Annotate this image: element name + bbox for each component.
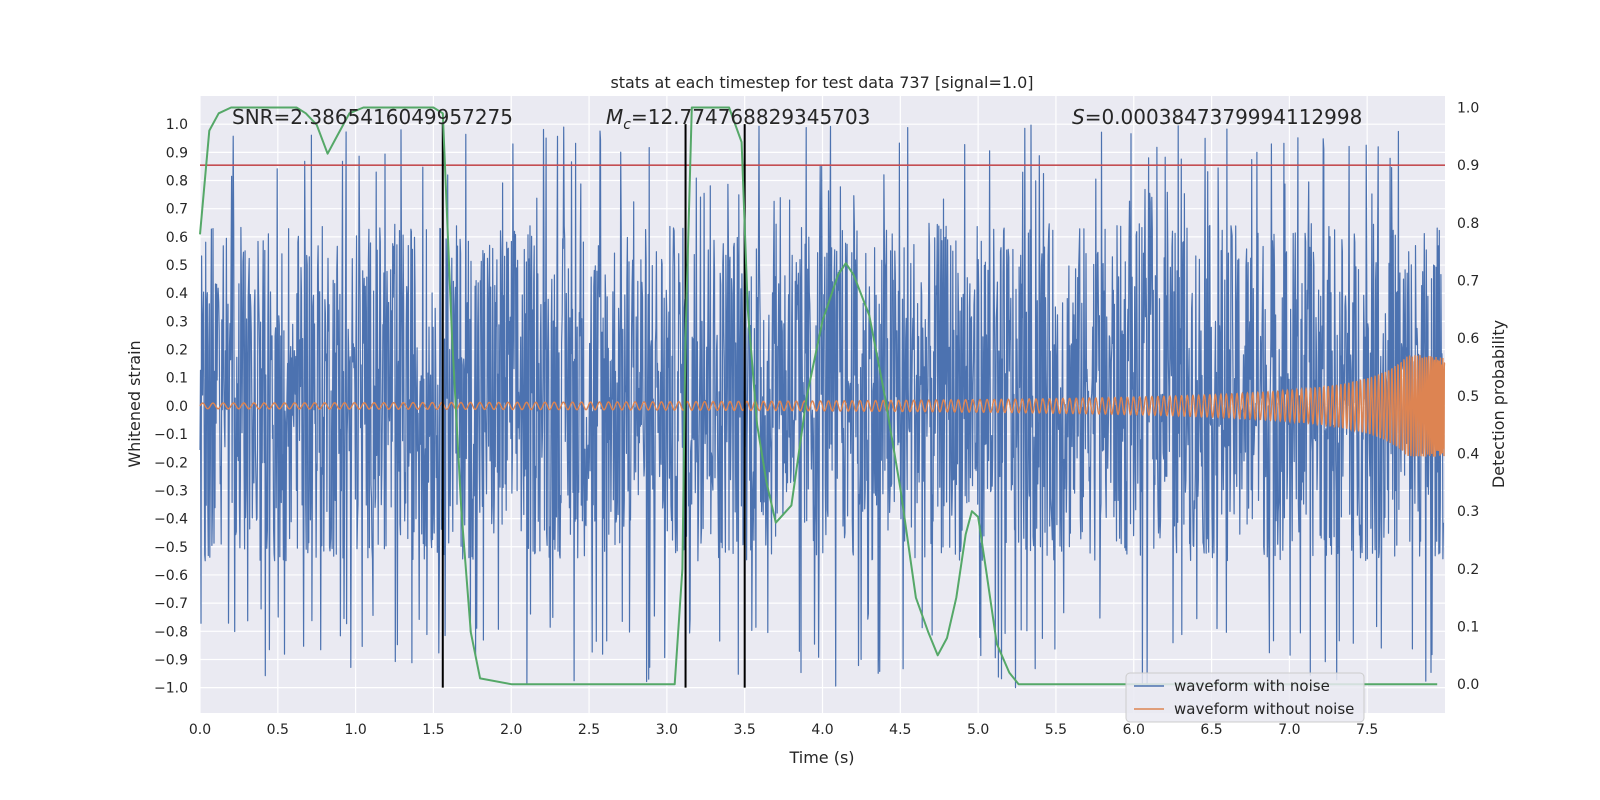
x-tick-label: 1.0 (344, 722, 366, 738)
s-annotation: S=0.0003847379994112998 (1072, 105, 1362, 129)
noise-waveform-line (199, 124, 1444, 689)
y-tick-label: −0.8 (154, 624, 188, 640)
legend-box (1125, 672, 1365, 723)
snr-annotation: SNR=2.3865416049957275 (232, 105, 513, 129)
x-tick-label: 0.0 (189, 722, 211, 738)
y2-tick-label: 1.0 (1457, 101, 1479, 117)
s-value: =0.0003847379994112998 (1085, 105, 1363, 129)
legend-label-noise: waveform with noise (1174, 677, 1330, 695)
chart-title: stats at each timestep for test data 737… (610, 73, 1033, 92)
y-tick-label: −0.6 (154, 568, 188, 584)
y2-tick-label: 0.8 (1457, 216, 1479, 232)
chirp-mass-value: =12.774768829345703 (631, 105, 870, 129)
waveform-with-noise (199, 124, 1444, 689)
y2-tick-label: 0.2 (1457, 562, 1479, 578)
tick-labels: 0.0 0.5 1.0 1.5 2.0 2.5 3.0 3.5 4.0 4.5 5.0 5.5 6.0 6… (154, 101, 1479, 738)
x-tick-label: 5.5 (1045, 722, 1067, 738)
x-tick-label: 5.0 (967, 722, 989, 738)
y2-tick-label: 0.3 (1457, 504, 1479, 520)
chirp-mass-symbol: M (606, 105, 623, 129)
x-tick-label: 4.0 (811, 722, 833, 738)
y-tick-label: 0.4 (166, 286, 188, 302)
x-tick-label: 2.0 (500, 722, 522, 738)
y-tick-label: 0.5 (166, 258, 188, 274)
x-tick-label: 6.5 (1200, 722, 1222, 738)
overlay (199, 106, 1445, 688)
y-tick-label: 0.8 (166, 174, 188, 190)
x-tick-label: 3.5 (734, 722, 756, 738)
y-tick-label: 0.2 (166, 343, 188, 359)
x-tick-label: 0.5 (267, 722, 289, 738)
y-tick-label: −1.0 (154, 681, 188, 697)
y-tick-label: 0.3 (166, 314, 188, 330)
x-axis-label: Time (s) (788, 748, 854, 767)
y-tick-label: −0.9 (154, 652, 188, 668)
x-tick-label: 7.5 (1356, 722, 1378, 738)
y2-tick-label: 0.9 (1457, 158, 1479, 174)
y-tick-label: 1.0 (166, 117, 188, 133)
y-tick-label: −0.1 (154, 427, 188, 443)
x-tick-label: 7.0 (1278, 722, 1300, 738)
detection-probability-line (199, 106, 1438, 686)
y-tick-label: −0.5 (154, 540, 188, 556)
y-tick-label: −0.2 (154, 455, 188, 471)
y-tick-label: 0.6 (166, 230, 188, 246)
x-tick-label: 6.0 (1123, 722, 1145, 738)
y-tick-label: 0.7 (166, 202, 188, 218)
y-tick-label: 0.9 (166, 145, 188, 161)
legend-label-clean: waveform without noise (1174, 700, 1354, 718)
y-axis-label: Whitened strain (125, 340, 144, 467)
y-tick-label: −0.7 (154, 596, 188, 612)
legend: waveform with noise waveform without noi… (1125, 672, 1365, 723)
x-tick-label: 3.0 (656, 722, 678, 738)
y-tick-label: 0.0 (166, 399, 188, 415)
x-tick-label: 4.5 (889, 722, 911, 738)
y2-tick-label: 0.0 (1457, 677, 1479, 693)
y2-axis-label: Detection probability (1489, 320, 1508, 488)
y-tick-label: 0.1 (166, 371, 188, 387)
y2-tick-label: 0.6 (1457, 331, 1479, 347)
clean-waveform-line (199, 355, 1446, 457)
x-tick-label: 1.5 (422, 722, 444, 738)
chirp-mass-subscript: c (623, 117, 631, 133)
s-symbol: S (1072, 105, 1085, 129)
y2-tick-label: 0.5 (1457, 389, 1479, 405)
y2-tick-label: 0.1 (1457, 620, 1479, 636)
x-tick-label: 2.5 (578, 722, 600, 738)
y2-tick-label: 0.4 (1457, 447, 1479, 463)
y-tick-label: −0.3 (154, 483, 188, 499)
y2-tick-label: 0.7 (1457, 274, 1479, 290)
waveform-without-noise (199, 355, 1446, 457)
chirp-mass-annotation: Mc=12.774768829345703 (606, 105, 870, 133)
y-tick-label: −0.4 (154, 512, 188, 528)
